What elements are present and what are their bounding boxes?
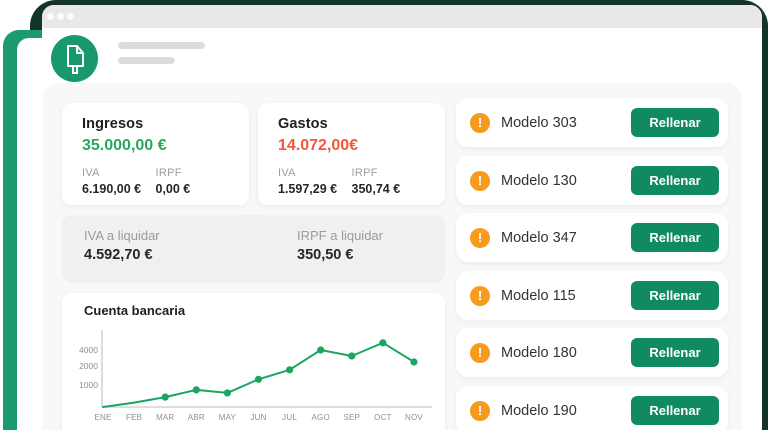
placeholder-line (118, 57, 175, 64)
window-titlebar (42, 5, 762, 28)
liquidar-card: IVA a liquidar 4.592,70 € IRPF a liquida… (62, 215, 445, 283)
bank-account-chart-card: Cuenta bancaria 1000 2000 4000 ENE FEB MAR ABR… (62, 293, 445, 430)
svg-text:FEB: FEB (126, 413, 142, 422)
warning-icon: ! (470, 227, 490, 248)
rellenar-button[interactable]: Rellenar (631, 223, 719, 252)
rellenar-button[interactable]: Rellenar (631, 338, 719, 367)
bank-chart: 1000 2000 4000 ENE FEB MAR ABR MAY JUN JUL AGO SEP O… (79, 330, 432, 422)
iva-liquidar-label: IVA a liquidar (84, 228, 160, 243)
model-row-130[interactable]: ! Modelo 130 Rellenar (456, 156, 728, 205)
model-label: Modelo 190 (501, 402, 577, 419)
rellenar-button[interactable]: Rellenar (631, 281, 719, 310)
svg-text:MAY: MAY (219, 413, 237, 422)
document-icon (66, 44, 84, 74)
model-row-115[interactable]: ! Modelo 115 Rellenar (456, 271, 728, 320)
svg-text:ENE: ENE (94, 413, 111, 422)
gastos-iva-label: IVA (278, 167, 296, 179)
svg-text:JUL: JUL (282, 413, 297, 422)
content-panel: Ingresos 35.000,00 € IVA 6.190,00 € IRPF… (43, 83, 742, 430)
gastos-irpf-value: 350,74 € (351, 182, 401, 196)
model-label: Modelo 347 (501, 229, 577, 246)
svg-text:1000: 1000 (79, 380, 98, 390)
rellenar-button[interactable]: Rellenar (631, 166, 719, 195)
ingresos-iva-label: IVA (82, 167, 100, 179)
gastos-title: Gastos (278, 116, 328, 132)
gastos-irpf-label: IRPF (351, 167, 378, 179)
warning-icon: ! (470, 170, 490, 191)
iva-liquidar-value: 4.592,70 € (84, 247, 153, 263)
chart-title: Cuenta bancaria (84, 303, 186, 318)
rellenar-button[interactable]: Rellenar (631, 396, 719, 425)
svg-text:NOV: NOV (405, 413, 423, 422)
ingresos-iva-value: 6.190,00 € (82, 182, 142, 196)
ingresos-title: Ingresos (82, 116, 144, 132)
window-control-dot[interactable] (67, 13, 74, 20)
warning-icon: ! (470, 342, 490, 363)
gastos-iva-value: 1.597,29 € (278, 182, 338, 196)
ingresos-value: 35.000,00 € (82, 137, 167, 154)
rellenar-button[interactable]: Rellenar (631, 108, 719, 137)
window-control-dot[interactable] (57, 13, 64, 20)
model-row-190[interactable]: ! Modelo 190 Rellenar (456, 386, 728, 430)
gastos-card: Gastos 14.072,00€ IVA 1.597,29 € IRPF 35… (258, 103, 445, 205)
model-label: Modelo 130 (501, 172, 577, 189)
svg-text:2000: 2000 (79, 361, 98, 371)
svg-text:ABR: ABR (188, 413, 205, 422)
ingresos-card: Ingresos 35.000,00 € IVA 6.190,00 € IRPF… (62, 103, 249, 205)
model-label: Modelo 115 (501, 287, 576, 304)
svg-text:AGO: AGO (312, 413, 330, 422)
svg-text:OCT: OCT (374, 413, 392, 422)
warning-icon: ! (470, 400, 490, 421)
window-control-dot[interactable] (47, 13, 54, 20)
irpf-liquidar-label: IRPF a liquidar (297, 228, 383, 243)
irpf-liquidar-value: 350,50 € (297, 247, 354, 263)
gastos-value: 14.072,00€ (278, 137, 359, 154)
logo (51, 35, 98, 82)
svg-text:SEP: SEP (343, 413, 360, 422)
model-label: Modelo 303 (501, 114, 577, 131)
warning-icon: ! (470, 285, 490, 306)
ingresos-irpf-label: IRPF (155, 167, 182, 179)
model-row-303[interactable]: ! Modelo 303 Rellenar (456, 98, 728, 147)
ingresos-irpf-value: 0,00 € (155, 182, 191, 196)
model-row-347[interactable]: ! Modelo 347 Rellenar (456, 213, 728, 262)
browser-window: Ingresos 35.000,00 € IVA 6.190,00 € IRPF… (42, 5, 762, 430)
model-label: Modelo 180 (501, 344, 577, 361)
svg-text:JUN: JUN (250, 413, 266, 422)
model-row-180[interactable]: ! Modelo 180 Rellenar (456, 328, 728, 377)
placeholder-line (118, 42, 205, 49)
svg-text:MAR: MAR (156, 413, 174, 422)
warning-icon: ! (470, 112, 490, 133)
svg-text:4000: 4000 (79, 345, 98, 355)
